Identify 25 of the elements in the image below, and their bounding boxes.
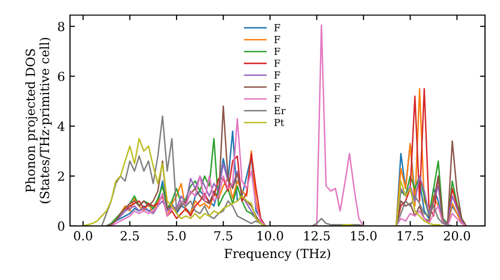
x-tick-label: 15.0	[351, 231, 377, 240]
y-tick-label: 4	[58, 122, 65, 131]
x-tick-label: 20.0	[444, 231, 470, 240]
x-tick-label: 12.5	[304, 231, 330, 240]
legend-label: F	[274, 95, 280, 102]
y-tick-label: 0	[58, 221, 64, 231]
x-axis-title: Frequency (THz)	[224, 248, 330, 261]
legend-label: F	[274, 60, 280, 67]
x-tick-label: 17.5	[398, 231, 424, 240]
y-tick-label: 2	[58, 172, 64, 181]
legend-label: F	[274, 48, 280, 55]
x-tick-label: 7.5	[214, 231, 232, 240]
legend-label: Pt	[274, 118, 284, 126]
legend-label: Er	[274, 107, 286, 114]
x-tick-label: 2.5	[120, 231, 139, 240]
legend-label: F	[274, 36, 280, 44]
legend-label: F	[274, 83, 280, 90]
legend-label: F	[274, 24, 280, 32]
y-tick-label: 6	[58, 72, 64, 82]
legend-label: F	[274, 72, 280, 79]
x-tick-label: 10.0	[258, 231, 284, 240]
x-tick-label: 0.0	[74, 231, 92, 240]
y-tick-label: 8	[58, 22, 64, 32]
y-axis-title: Phonon projected DOS (States/THz·primitive cell)	[25, 38, 52, 204]
x-tick-label: 5.0	[168, 231, 186, 240]
